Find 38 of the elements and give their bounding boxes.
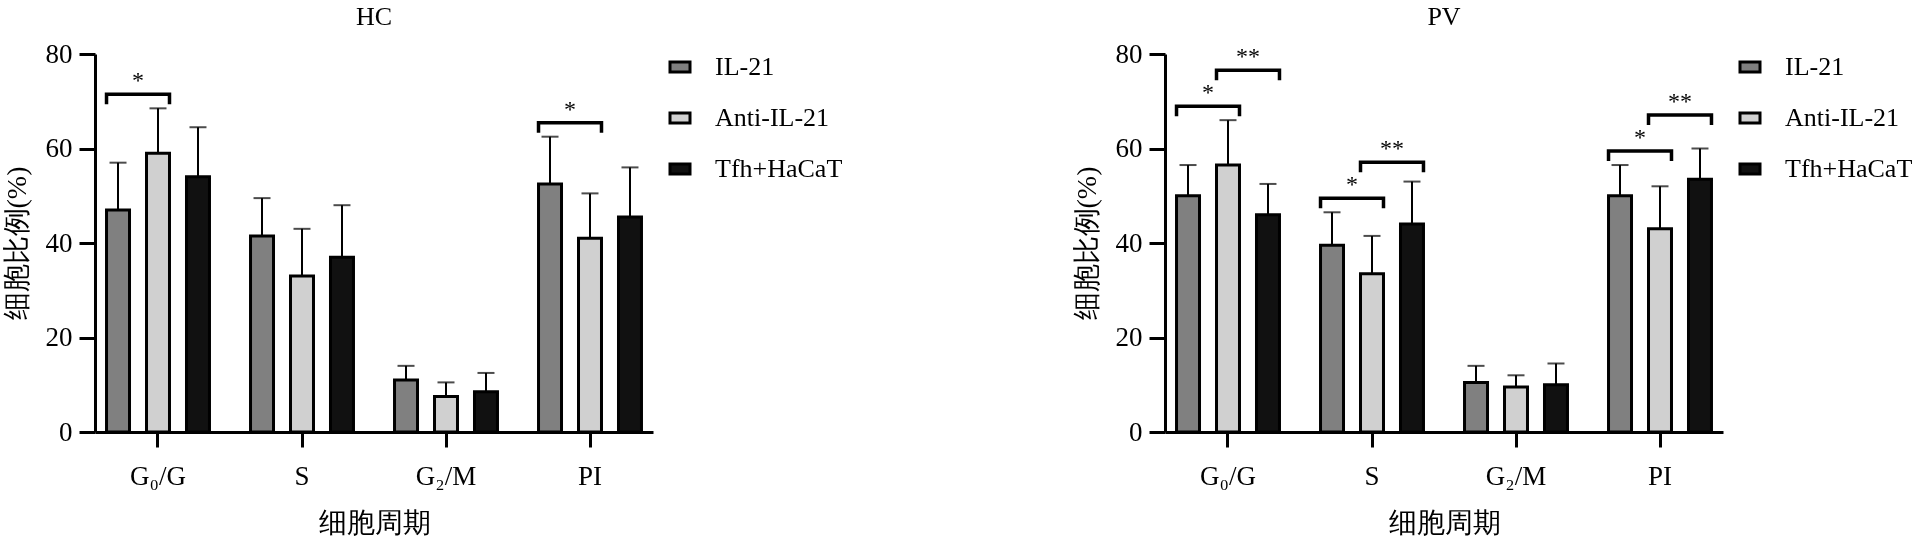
x-tick-label: G₂/M <box>1485 460 1547 491</box>
annotation: ** <box>1667 88 1692 115</box>
chart-title: HC <box>355 2 393 31</box>
annotation: ** <box>1235 43 1260 70</box>
y-tick-label: 60 <box>1115 133 1143 163</box>
y-tick-label: 20 <box>1115 322 1143 352</box>
y-tick-label: 20 <box>45 322 73 352</box>
y-tick-label: 0 <box>1129 416 1143 447</box>
y-tick-label: 60 <box>45 133 73 163</box>
annotation: ** <box>1379 135 1404 162</box>
annotation: * <box>132 67 145 94</box>
annotation: * <box>564 95 577 122</box>
y-axis-title: 细胞比例(%) <box>0 166 32 321</box>
legend-label: IL-21 <box>715 52 775 81</box>
legend-label: Anti-IL-21 <box>715 103 830 132</box>
legend-label: Anti-IL-21 <box>1785 103 1900 132</box>
y-tick-label: 0 <box>59 416 73 447</box>
legend-label: Tfh+HaCaT <box>715 154 843 183</box>
chart-title: PV <box>1427 2 1461 31</box>
y-axis-title: 细胞比例(%) <box>1070 166 1102 321</box>
annotation: * <box>1202 79 1215 106</box>
x-tick-label: G₀/G <box>1200 460 1256 491</box>
annotation: * <box>1346 171 1359 198</box>
x-tick-label: PI <box>1647 460 1673 491</box>
x-tick-label: S <box>1364 460 1380 491</box>
y-tick-label: 40 <box>45 227 73 258</box>
x-axis-title: 细胞周期 <box>1388 506 1501 538</box>
x-tick-label: G₂/M <box>415 460 477 491</box>
x-tick-label: G₀/G <box>130 460 186 491</box>
y-tick-label: 40 <box>1115 227 1143 258</box>
legend-label: IL-21 <box>1785 52 1845 81</box>
x-tick-label: S <box>294 460 310 491</box>
y-tick-label: 80 <box>45 38 73 69</box>
y-tick-label: 80 <box>1115 38 1143 69</box>
x-axis-title: 细胞周期 <box>318 506 431 538</box>
legend-label: Tfh+HaCaT <box>1785 154 1913 183</box>
annotation: * <box>1634 124 1647 151</box>
x-tick-label: PI <box>577 460 603 491</box>
